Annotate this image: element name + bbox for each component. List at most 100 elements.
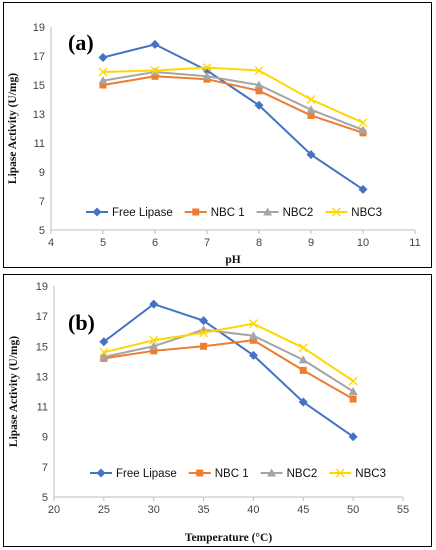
x-tick-label: 7: [204, 237, 210, 249]
series-line-2: [102, 70, 364, 131]
legend-label-1: NBC 1: [211, 207, 245, 219]
y-tick-label: 11: [34, 138, 45, 150]
data-point-0: [149, 299, 159, 309]
data-point-3: [98, 67, 108, 77]
x-tick-label: 8: [256, 237, 262, 249]
series-line-1: [102, 75, 364, 134]
legend-marker-1: [196, 469, 204, 477]
legend-label-0: Free Lipase: [116, 468, 177, 480]
x-tick-label: 30: [148, 504, 160, 516]
series-line-3: [102, 66, 364, 124]
x-tick-label: 5: [100, 237, 106, 249]
legend-label-0: Free Lipase: [112, 207, 173, 219]
data-point-3: [248, 319, 258, 329]
x-tick-label: 4: [48, 237, 54, 249]
data-point-1: [255, 87, 263, 95]
data-point-0: [348, 432, 358, 442]
y-tick-label: 15: [33, 80, 45, 92]
y-tick-label: 15: [36, 341, 48, 353]
legend-marker-1: [192, 208, 200, 216]
x-tick-label: 10: [357, 237, 369, 249]
y-tick-label: 9: [42, 432, 48, 444]
x-axis-label: pH: [225, 254, 240, 266]
data-point-0: [306, 150, 316, 160]
legend-label-3: NBC3: [351, 207, 382, 219]
x-tick-label: 50: [347, 504, 359, 516]
x-tick-label: 45: [297, 504, 309, 516]
x-tick-label: 35: [197, 504, 209, 516]
data-point-2: [149, 341, 159, 350]
panel-label: (b): [68, 310, 95, 335]
data-point-2: [254, 80, 264, 89]
series-line-0: [102, 43, 364, 191]
data-point-3: [306, 95, 316, 104]
legend-label-2: NBC2: [287, 468, 318, 480]
legend-label-3: NBC3: [355, 468, 386, 480]
data-point-1: [349, 395, 357, 403]
data-point-0: [199, 316, 209, 326]
y-tick-label: 19: [33, 22, 45, 34]
x-tick-label: 20: [48, 504, 60, 516]
y-tick-label: 13: [36, 371, 48, 383]
data-point-0: [150, 39, 160, 49]
legend-marker-2: [267, 468, 277, 477]
y-tick-label: 17: [33, 51, 45, 63]
data-point-2: [298, 355, 308, 364]
data-point-1: [200, 342, 208, 350]
y-axis-label: Lipase Activity (U/mg): [7, 73, 19, 184]
series-line-0: [103, 302, 354, 438]
data-point-2: [358, 125, 368, 134]
data-point-3: [149, 335, 159, 345]
y-tick-label: 7: [42, 462, 48, 474]
data-point-2: [248, 331, 258, 340]
y-tick-label: 13: [33, 109, 45, 121]
y-tick-label: 19: [36, 281, 48, 293]
data-point-3: [202, 63, 212, 73]
data-point-1: [307, 111, 315, 119]
data-point-3: [358, 118, 368, 128]
data-point-1: [150, 347, 158, 355]
data-point-3: [199, 328, 209, 338]
x-tick-label: 6: [152, 237, 158, 249]
data-point-0: [99, 337, 109, 347]
data-point-3: [254, 66, 264, 75]
x-tick-label: 9: [308, 237, 314, 249]
data-point-0: [254, 100, 264, 110]
data-point-1: [99, 81, 107, 89]
legend-marker-3: [335, 468, 345, 478]
x-tick-label: 25: [98, 504, 110, 516]
legend-marker-0: [92, 207, 102, 217]
data-point-3: [348, 376, 358, 386]
series-line-1: [103, 339, 354, 400]
x-axis-label: Temperature (°C): [185, 532, 272, 544]
data-point-1: [151, 72, 159, 80]
data-point-2: [98, 76, 108, 85]
y-tick-label: 9: [39, 167, 45, 179]
legend-label-2: NBC2: [283, 207, 314, 219]
y-tick-label: 17: [36, 311, 48, 323]
data-point-2: [306, 105, 316, 114]
legend-label-1: NBC 1: [215, 468, 249, 480]
data-point-0: [98, 52, 108, 62]
y-tick-label: 5: [39, 225, 45, 237]
data-point-2: [99, 352, 109, 361]
data-point-1: [249, 336, 257, 344]
panel-label: (a): [68, 30, 94, 55]
y-tick-label: 7: [39, 196, 45, 208]
data-point-2: [348, 387, 358, 395]
x-tick-label: 40: [247, 504, 259, 516]
series-line-2: [103, 328, 354, 393]
chart-panel-b: 5 7 9 11 13 15 17 19 20 25 30 35 40 45 50 55 Temperature…: [3, 274, 432, 547]
data-point-2: [202, 71, 212, 80]
data-point-0: [358, 184, 368, 194]
data-point-1: [299, 366, 307, 374]
legend-marker-3: [331, 207, 341, 217]
data-point-0: [298, 397, 308, 407]
data-point-3: [150, 66, 160, 75]
legend-marker-0: [96, 468, 106, 478]
y-tick-label: 11: [37, 402, 48, 414]
y-tick-label: 5: [42, 492, 48, 504]
data-point-3: [99, 347, 109, 357]
y-axis-label: Lipase Activity (U/mg): [8, 336, 20, 447]
